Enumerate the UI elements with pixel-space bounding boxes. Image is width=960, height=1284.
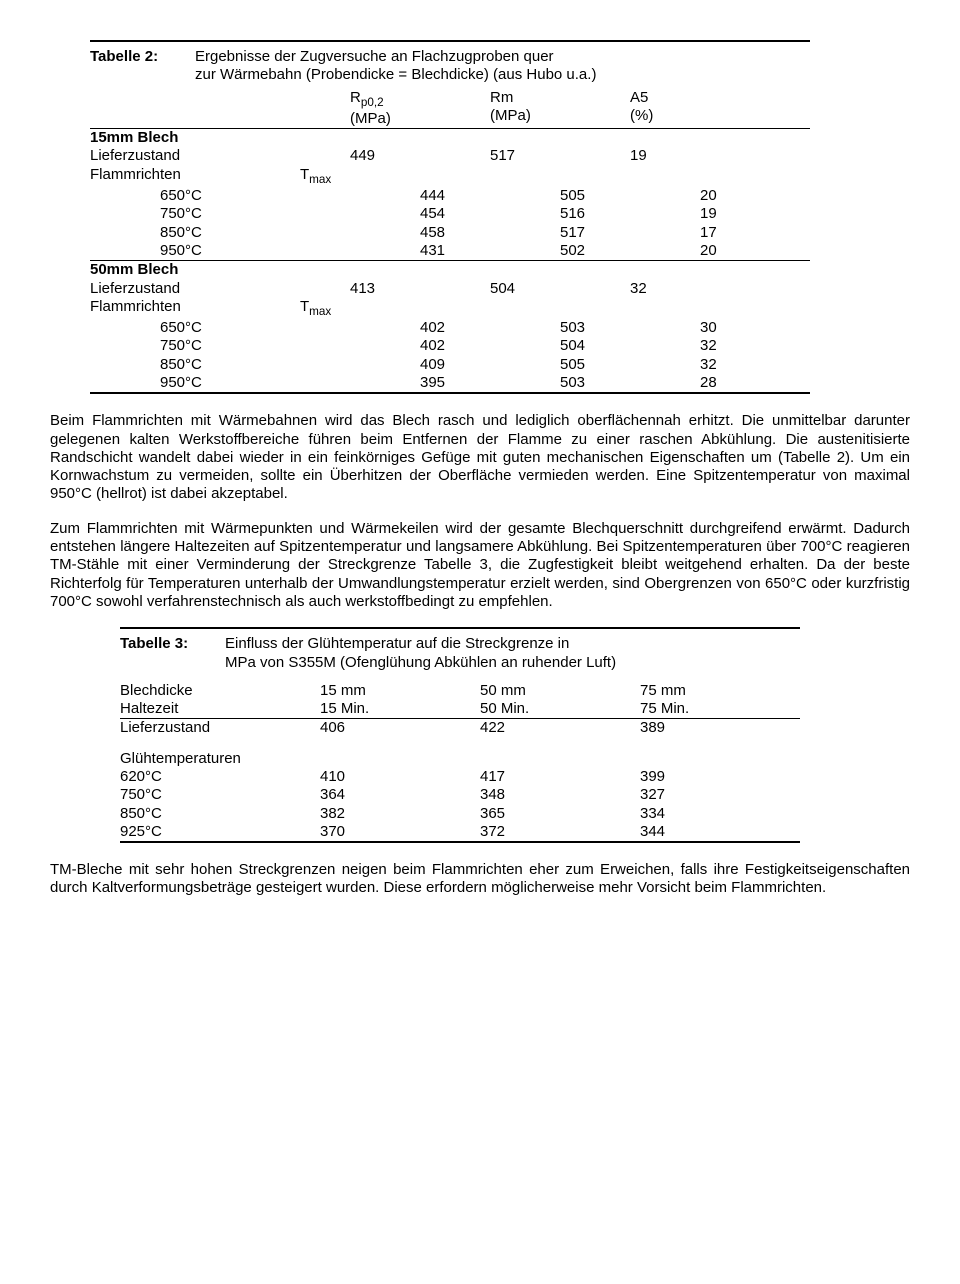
tmax-label: Tmax (300, 166, 350, 187)
value-cell: 399 (640, 768, 780, 786)
table-row: Lieferzustand 406 422 389 (120, 719, 800, 737)
value-cell: 505 (560, 356, 700, 374)
value-cell: 344 (640, 823, 780, 841)
value-cell: 17 (700, 224, 800, 242)
value-cell: 505 (560, 187, 700, 205)
table-row: 950°C43150220 (90, 242, 810, 260)
value-cell: 334 (640, 805, 780, 823)
paragraph-1: Beim Flammrichten mit Wärmebahnen wird d… (50, 412, 910, 503)
table-row: 850°C45851717 (90, 224, 810, 242)
table-2-caption: Tabelle 2: Ergebnisse der Zugversuche an… (90, 42, 810, 89)
table-2-caption-text: Ergebnisse der Zugversuche an Flachzugpr… (195, 48, 810, 85)
value-cell: 431 (420, 242, 560, 260)
temp-cell: 850°C (90, 224, 420, 242)
value-cell: 517 (560, 224, 700, 242)
table-row: 925°C370372344 (120, 823, 800, 841)
table-3-caption: Tabelle 3: Einfluss der Glühtemperatur a… (120, 629, 800, 676)
value-cell: 364 (320, 786, 480, 804)
value-cell: 410 (320, 768, 480, 786)
table-row: 650°C44450520 (90, 187, 810, 205)
table-row: Lieferzustand 413 504 32 (90, 280, 810, 298)
table-3-header-row-2: Haltezeit 15 Min. 50 Min. 75 Min. (120, 700, 800, 718)
value-cell: 327 (640, 786, 780, 804)
table-3: Tabelle 3: Einfluss der Glühtemperatur a… (120, 627, 800, 843)
temp-cell: 950°C (90, 242, 420, 260)
table-row: 850°C382365334 (120, 805, 800, 823)
value-cell: 372 (480, 823, 640, 841)
value-cell: 365 (480, 805, 640, 823)
temp-cell: 850°C (90, 356, 420, 374)
temp-cell: 750°C (90, 337, 420, 355)
rule (90, 392, 810, 394)
value-cell: 409 (420, 356, 560, 374)
temp-cell: 950°C (90, 374, 420, 392)
temp-cell: 850°C (120, 805, 320, 823)
value-cell: 516 (560, 205, 700, 223)
section-15mm-title: 15mm Blech (90, 129, 810, 147)
caption-line-2: MPa von S355M (Ofenglühung Abkühlen an r… (225, 654, 616, 671)
value-cell: 454 (420, 205, 560, 223)
table-row: 750°C45451619 (90, 205, 810, 223)
value-cell: 32 (700, 356, 800, 374)
table-row: 620°C410417399 (120, 768, 800, 786)
table-row: 950°C39550328 (90, 374, 810, 392)
tmax-label: Tmax (300, 298, 350, 319)
table-2-caption-label: Tabelle 2: (90, 48, 195, 85)
table-3-caption-label: Tabelle 3: (120, 635, 225, 672)
value-cell: 370 (320, 823, 480, 841)
col-rp02: Rp0,2 (MPa) (350, 89, 490, 129)
col-rm: Rm (MPa) (490, 89, 630, 126)
temp-cell: 620°C (120, 768, 320, 786)
table-3-header-row-1: Blechdicke 15 mm 50 mm 75 mm (120, 682, 800, 700)
value-cell: 444 (420, 187, 560, 205)
value-cell: 417 (480, 768, 640, 786)
temp-cell: 650°C (90, 319, 420, 337)
table-2: Tabelle 2: Ergebnisse der Zugversuche an… (90, 40, 810, 394)
value-cell: 19 (700, 205, 800, 223)
col-a5: A5 (%) (630, 89, 730, 126)
value-cell: 503 (560, 374, 700, 392)
temp-cell: 925°C (120, 823, 320, 841)
value-cell: 402 (420, 337, 560, 355)
temp-cell: 650°C (90, 187, 420, 205)
table-3-caption-text: Einfluss der Glühtemperatur auf die Stre… (225, 635, 800, 672)
table-row: Lieferzustand 449 517 19 (90, 147, 810, 165)
value-cell: 28 (700, 374, 800, 392)
value-cell: 502 (560, 242, 700, 260)
value-cell: 32 (700, 337, 800, 355)
value-cell: 20 (700, 187, 800, 205)
value-cell: 503 (560, 319, 700, 337)
paragraph-3: TM-Bleche mit sehr hohen Streckgrenzen n… (50, 861, 910, 898)
caption-line-1: Einfluss der Glühtemperatur auf die Stre… (225, 635, 569, 652)
table-2-header: Rp0,2 (MPa) Rm (MPa) A5 (%) (90, 89, 810, 129)
table-row: 750°C364348327 (120, 786, 800, 804)
temp-cell: 750°C (90, 205, 420, 223)
table-row: Flammrichten Tmax (90, 166, 810, 187)
table-row: Flammrichten Tmax (90, 298, 810, 319)
caption-line-1: Ergebnisse der Zugversuche an Flachzugpr… (195, 48, 554, 65)
table-row: 850°C40950532 (90, 356, 810, 374)
value-cell: 402 (420, 319, 560, 337)
table-row: 650°C40250330 (90, 319, 810, 337)
value-cell: 348 (480, 786, 640, 804)
value-cell: 20 (700, 242, 800, 260)
value-cell: 395 (420, 374, 560, 392)
section-50mm-title: 50mm Blech (90, 261, 810, 279)
gt-title: Glühtemperaturen (120, 750, 800, 768)
value-cell: 458 (420, 224, 560, 242)
paragraph-2: Zum Flammrichten mit Wärmepunkten und Wä… (50, 520, 910, 611)
value-cell: 382 (320, 805, 480, 823)
temp-cell: 750°C (120, 786, 320, 804)
value-cell: 504 (560, 337, 700, 355)
table-row: 750°C40250432 (90, 337, 810, 355)
value-cell: 30 (700, 319, 800, 337)
rule (120, 841, 800, 843)
caption-line-2: zur Wärmebahn (Probendicke = Blechdicke)… (195, 66, 596, 83)
